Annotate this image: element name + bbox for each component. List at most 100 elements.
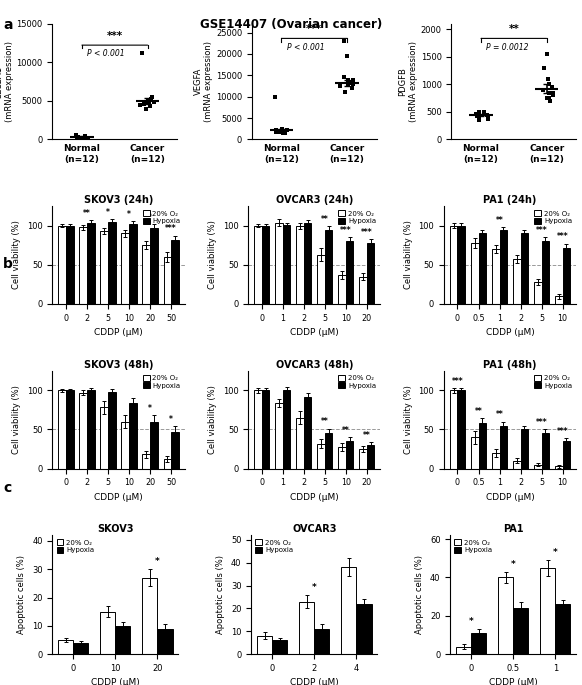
Bar: [341, 567, 356, 654]
Point: [145, 97, 154, 108]
X-axis label: CDDP (μM): CDDP (μM): [94, 328, 143, 337]
Bar: [73, 643, 88, 654]
Point: [544, 92, 553, 103]
Bar: [275, 403, 283, 469]
Bar: [356, 604, 371, 654]
Bar: [129, 403, 137, 469]
Point: [342, 51, 352, 62]
Legend: 20% O₂, Hypoxia: 20% O₂, Hypoxia: [454, 538, 493, 554]
Point: [542, 49, 552, 60]
Bar: [457, 225, 465, 304]
Bar: [450, 390, 457, 469]
Bar: [542, 434, 549, 469]
Point: [281, 127, 290, 138]
Point: [543, 73, 552, 84]
Bar: [296, 225, 304, 304]
Bar: [367, 243, 374, 304]
Bar: [492, 453, 499, 469]
Point: [140, 99, 149, 110]
Text: P < 0.001: P < 0.001: [287, 42, 324, 51]
Title: SKOV3 (24h): SKOV3 (24h): [84, 195, 153, 206]
Legend: 20% O₂, Hypoxia: 20% O₂, Hypoxia: [534, 374, 573, 390]
Bar: [359, 449, 367, 469]
Point: [482, 109, 492, 120]
Bar: [101, 408, 108, 469]
Text: *: *: [148, 213, 152, 222]
Bar: [325, 229, 332, 304]
Y-axis label: Apoptotic cells (%): Apoptotic cells (%): [17, 556, 26, 634]
Point: [473, 110, 482, 121]
Bar: [275, 223, 283, 304]
Point: [545, 87, 554, 98]
Point: [471, 109, 481, 120]
Point: [81, 131, 90, 142]
Bar: [542, 241, 549, 304]
Point: [71, 129, 80, 140]
Bar: [555, 466, 563, 469]
Bar: [254, 390, 262, 469]
Legend: 20% O₂, Hypoxia: 20% O₂, Hypoxia: [142, 374, 181, 390]
Point: [278, 124, 287, 135]
Bar: [534, 282, 542, 304]
Point: [474, 110, 484, 121]
Bar: [304, 223, 311, 304]
Point: [73, 132, 83, 143]
Y-axis label: SLC2A1
(mRNA expression): SLC2A1 (mRNA expression): [0, 41, 13, 122]
Bar: [456, 647, 471, 654]
Bar: [164, 459, 171, 469]
Legend: 20% O₂, Hypoxia: 20% O₂, Hypoxia: [56, 538, 95, 554]
Point: [548, 82, 557, 92]
Point: [271, 126, 281, 137]
Bar: [299, 601, 314, 654]
Point: [345, 76, 354, 87]
Point: [79, 132, 88, 143]
Title: SKOV3: SKOV3: [97, 525, 134, 534]
Y-axis label: Apoptotic cells (%): Apoptotic cells (%): [416, 556, 424, 634]
Text: ***: ***: [536, 418, 548, 427]
Text: ***: ***: [165, 225, 177, 234]
Bar: [304, 397, 311, 469]
Text: P < 0.001: P < 0.001: [87, 49, 125, 58]
Point: [348, 78, 357, 89]
Point: [548, 87, 558, 98]
Bar: [498, 577, 513, 654]
Point: [73, 132, 82, 142]
Point: [479, 106, 488, 117]
Text: a: a: [3, 18, 12, 32]
Point: [343, 75, 353, 86]
Title: OVCAR3 (48h): OVCAR3 (48h): [275, 360, 353, 370]
Bar: [513, 260, 520, 304]
Bar: [157, 629, 173, 654]
Bar: [150, 228, 158, 304]
Point: [538, 84, 547, 95]
Point: [144, 98, 153, 109]
Legend: 20% O₂, Hypoxia: 20% O₂, Hypoxia: [534, 210, 573, 225]
Bar: [283, 225, 290, 304]
Point: [545, 95, 555, 106]
Bar: [58, 640, 73, 654]
Bar: [359, 277, 367, 304]
Bar: [262, 225, 269, 304]
Point: [349, 74, 358, 85]
Text: **: **: [496, 216, 503, 225]
Bar: [317, 255, 325, 304]
Point: [150, 96, 159, 107]
Point: [283, 125, 292, 136]
X-axis label: CDDP (μM): CDDP (μM): [91, 678, 140, 685]
Bar: [101, 231, 108, 304]
Text: **: **: [321, 215, 329, 224]
Bar: [171, 240, 179, 304]
Text: *: *: [127, 210, 131, 219]
Point: [135, 99, 144, 110]
Text: **: **: [363, 431, 371, 440]
Point: [143, 95, 152, 106]
Y-axis label: Cell viability (%): Cell viability (%): [404, 385, 413, 454]
Bar: [164, 257, 171, 304]
Bar: [108, 392, 116, 469]
Point: [483, 113, 492, 124]
Bar: [66, 390, 73, 469]
Bar: [338, 447, 346, 469]
Title: OVCAR3: OVCAR3: [292, 525, 336, 534]
Bar: [513, 608, 528, 654]
Bar: [58, 225, 66, 304]
